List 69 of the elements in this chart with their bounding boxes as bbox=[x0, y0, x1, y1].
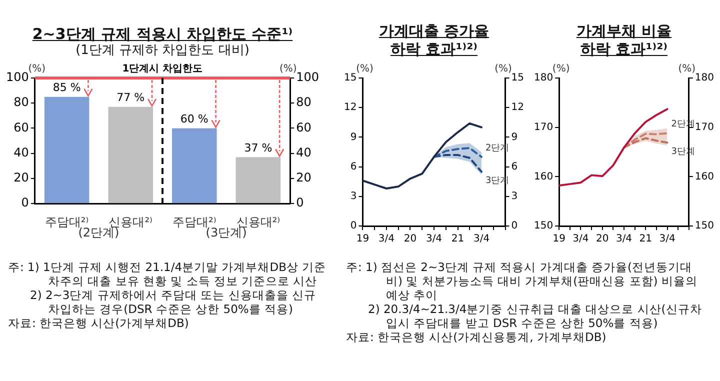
x-tick-label: 주담대²⁾ bbox=[172, 214, 216, 229]
y-tick-label: 6 bbox=[350, 161, 357, 172]
text: 주: 1) 점선은 2~3단계 규제 적용시 가계대출 증가율(전년동기대비) 및 처분가능소득 대비 가계부채(판매신용 포함) 비율의 예상 추이 bbox=[346, 260, 698, 302]
x-tick-label: 신용대²⁾ bbox=[236, 214, 280, 229]
x-tick-label: 3/4 bbox=[426, 234, 442, 245]
x-tick-label: 3/4 bbox=[473, 234, 490, 245]
y-tick-label: 20 bbox=[14, 170, 29, 185]
x-tick-label: 3/4 bbox=[378, 234, 395, 245]
data-label: 37 % bbox=[244, 141, 272, 154]
y-tick-label: 100 bbox=[6, 70, 29, 84]
y-tick-label: 170 bbox=[534, 122, 554, 133]
y-tick-label: 160 bbox=[534, 171, 554, 182]
text: 자료: 한국은행 시산(가계신용통계, 가계부채DB) bbox=[346, 330, 608, 344]
ref-line-label: 1단계시 차입한도 bbox=[122, 64, 203, 75]
y-axis-title: (%) bbox=[356, 64, 374, 75]
y-tick-label: 3 bbox=[350, 190, 357, 202]
y2-tick-label: 180 bbox=[694, 72, 714, 84]
x-tick-label: 신용대²⁾ bbox=[108, 214, 153, 229]
data-label: 77 % bbox=[116, 91, 145, 104]
text: 2) 2~3단계 규제하에서 주담대 또는 신용대출을 신규 차입하는 경우(DSR 수준은 상한 50%를 적용) bbox=[29, 288, 318, 316]
y2-axis-title: (%) bbox=[678, 64, 696, 75]
x-tick-label: 21 bbox=[639, 234, 652, 245]
y2-tick-label: 0 bbox=[296, 196, 304, 210]
chart-title: 가계대출 증가율 하락 효과¹⁾²⁾ bbox=[378, 22, 490, 58]
y2-tick-label: 60 bbox=[296, 120, 312, 134]
y-tick-label: 9 bbox=[350, 132, 357, 143]
y-tick-label: 80 bbox=[14, 95, 29, 110]
y-tick-label: 40 bbox=[14, 145, 29, 160]
y2-axis-title: (%) bbox=[494, 64, 512, 75]
x-tick-label: 3/4 bbox=[659, 234, 676, 245]
y-tick-label: 15 bbox=[344, 72, 357, 84]
y-axis-title: (%) bbox=[552, 64, 570, 75]
y2-tick-label: 40 bbox=[296, 145, 312, 160]
x-tick-label: 20 bbox=[596, 234, 609, 245]
y-axis-title: (%) bbox=[28, 64, 46, 75]
y2-tick-label: 15 bbox=[511, 72, 524, 84]
chart-title: 가계부채 비율 하락 효과¹⁾²⁾ bbox=[575, 22, 673, 58]
x-tick-label: 21 bbox=[451, 234, 464, 245]
y-tick-label: 12 bbox=[344, 102, 357, 114]
text: 2) 20.3/4~21.3/4분기중 신규취급 대출 대상으로 시산(신규차입시 주담대를 받고 DSR 수준은 상한 50%를 적용) bbox=[367, 302, 703, 330]
y2-tick-label: 9 bbox=[511, 132, 518, 143]
data-label: 85 % bbox=[52, 81, 81, 94]
x-tick-label: 3/4 bbox=[572, 234, 589, 245]
text: 주: 1) 1단계 규제 시행전 21.1/4분기말 가계부채DB상 기준 차주의 대출 보유 현황 및 소득 정보 기준으로 시산 bbox=[8, 260, 328, 288]
y2-axis-title: (%) bbox=[279, 64, 297, 75]
data-label: 60 % bbox=[180, 112, 208, 126]
y-tick-label: 0 bbox=[21, 196, 29, 210]
y2-tick-label: 80 bbox=[296, 95, 312, 110]
y-tick-label: 0 bbox=[350, 220, 357, 232]
y2-tick-label: 0 bbox=[511, 220, 518, 232]
y-tick-label: 60 bbox=[14, 120, 29, 134]
chart-subtitle: (1단계 규제하 차입한도 대비) bbox=[76, 43, 250, 58]
y2-tick-label: 170 bbox=[694, 122, 714, 133]
y2-tick-label: 150 bbox=[694, 220, 714, 232]
text: 자료: 한국은행 시산(가계부채DB) bbox=[8, 316, 190, 330]
x-tick-label: 19 bbox=[356, 234, 370, 245]
y2-tick-label: 6 bbox=[511, 161, 518, 172]
y2-tick-label: 100 bbox=[296, 70, 319, 84]
y2-tick-label: 160 bbox=[694, 171, 714, 182]
x-tick-label: 19 bbox=[552, 234, 566, 245]
x-tick-label: 주담대²⁾ bbox=[44, 214, 89, 229]
y2-tick-label: 20 bbox=[296, 170, 312, 185]
y2-tick-label: 12 bbox=[511, 102, 524, 114]
x-tick-label: 3/4 bbox=[616, 234, 632, 245]
y2-tick-label: 3 bbox=[511, 190, 518, 202]
chart-title: 2~3단계 규제 적용시 차입한도 수준¹⁾ bbox=[32, 25, 293, 43]
x-tick-label: 20 bbox=[404, 234, 417, 245]
y-tick-label: 180 bbox=[534, 72, 554, 84]
y-tick-label: 150 bbox=[534, 220, 554, 232]
